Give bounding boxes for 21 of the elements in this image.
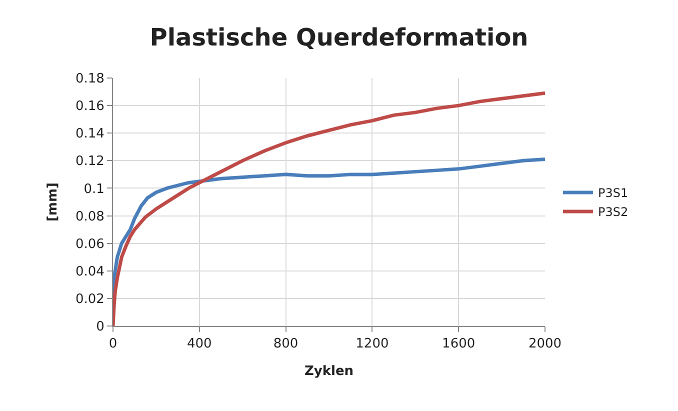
x-axis-title: Zyklen <box>304 364 354 380</box>
x-tick-label: 400 <box>186 336 212 352</box>
x-tick-label: 2000 <box>528 336 562 352</box>
y-tick-label: 0 <box>96 320 104 335</box>
y-axis-title: [mm] <box>45 182 60 222</box>
y-tick-label: 0.14 <box>75 126 104 142</box>
y-tick-label: 0.1 <box>84 182 104 197</box>
y-tick-label: 0.06 <box>75 236 104 252</box>
y-tick-label: 0.16 <box>75 99 104 114</box>
legend-label: P3S1 <box>598 186 628 200</box>
x-tick-label: 1600 <box>442 336 476 352</box>
y-tick-label: 0.18 <box>75 72 104 87</box>
chart-title: Plastische Querdeformation <box>150 24 528 52</box>
legend-label: P3S2 <box>598 205 628 220</box>
x-tick-label: 1200 <box>356 336 389 352</box>
y-tick-label: 0.02 <box>75 292 104 307</box>
y-tick-label: 0.08 <box>75 209 104 224</box>
x-tick-label: 0 <box>108 336 118 352</box>
y-tick-label: 0.12 <box>75 154 104 170</box>
x-tick-label: 800 <box>273 336 298 352</box>
y-tick-label: 0.04 <box>75 264 104 280</box>
